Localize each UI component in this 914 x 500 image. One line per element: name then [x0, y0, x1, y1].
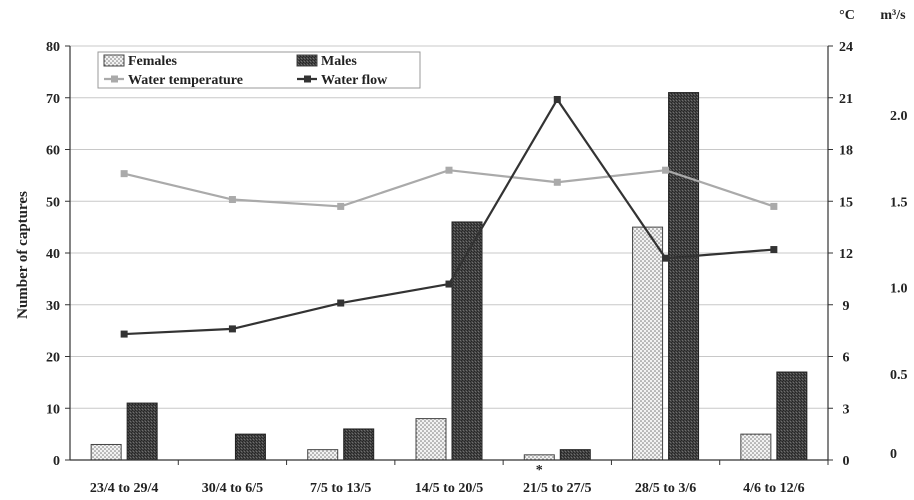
bar-males — [668, 92, 700, 461]
legend: Females Males Water temperature Water flow — [97, 51, 421, 89]
x-tick-label: 14/5 to 20/5 — [415, 481, 483, 496]
bar-females — [632, 226, 664, 461]
y-tick-label: 80 — [46, 40, 60, 55]
bar-females — [307, 449, 339, 461]
y-tick-label: 30 — [46, 299, 60, 314]
water-flow-point — [662, 254, 670, 262]
bar-males — [126, 402, 158, 461]
legend-label: Water temperature — [128, 73, 243, 88]
y-tick-label: 0 — [53, 454, 60, 469]
bar-females — [90, 443, 122, 461]
flow-tick-label: 1.0 — [890, 282, 908, 297]
flow-axis-unit: m³/s — [880, 8, 906, 23]
temperature-tick-label: 15 — [839, 195, 853, 210]
lines-layer — [120, 95, 778, 338]
water-temperature-point — [445, 166, 453, 174]
bar-males — [451, 221, 483, 461]
y-tick-label: 10 — [46, 402, 60, 417]
temperature-tick-label: 24 — [839, 40, 853, 55]
flow-tick-label: 1.5 — [890, 195, 908, 210]
water-flow-point — [445, 280, 453, 288]
bar-females — [740, 433, 772, 461]
x-tick-label: 30/4 to 6/5 — [202, 481, 263, 496]
y-tick-label: 50 — [46, 195, 60, 210]
y-tick-label: 70 — [46, 92, 60, 107]
bar-males — [234, 433, 266, 461]
legend-label: Males — [321, 54, 357, 69]
bar-females — [415, 418, 447, 461]
legend-label: Water flow — [321, 73, 388, 88]
x-tick-label: 23/4 to 29/4 — [90, 481, 158, 496]
y-tick-label: 20 — [46, 351, 60, 366]
temperature-tick-label: 9 — [843, 299, 850, 314]
legend-swatch — [103, 54, 125, 67]
legend-swatch — [296, 54, 318, 67]
legend-marker — [304, 75, 311, 83]
bar-males — [559, 449, 591, 461]
water-flow-point — [228, 325, 236, 333]
water-temperature-point — [228, 196, 236, 204]
bar-males — [776, 371, 808, 461]
water-flow-point — [553, 95, 561, 103]
tick-labels: 0 10 20 30 40 50 60 70 80 0 3 6 9 12 15 18 21 24 0 0.5 1.0 1.… — [46, 40, 908, 496]
water-temperature-point — [662, 166, 670, 174]
y-tick-label: 40 — [46, 247, 60, 262]
water-flow-point — [337, 299, 345, 307]
flow-tick-label: 0.5 — [890, 368, 908, 383]
grid-lines — [70, 45, 828, 409]
water-flow-point — [770, 246, 778, 254]
temperature-tick-label: 3 — [843, 402, 850, 417]
legend-label: Females — [128, 54, 178, 69]
temperature-tick-label: 6 — [843, 351, 850, 366]
bar-females — [523, 454, 555, 461]
temperature-axis-unit: °C — [839, 8, 855, 23]
flow-tick-label: 2.0 — [890, 109, 908, 124]
x-tick-label: 21/5 to 27/5 — [523, 481, 591, 496]
temperature-tick-label: 21 — [839, 92, 853, 107]
water-flow-point — [120, 330, 128, 338]
legend-marker — [111, 75, 118, 83]
y-tick-label: 60 — [46, 144, 60, 159]
water-temperature-point — [337, 202, 345, 210]
flow-tick-label: 0 — [890, 447, 897, 462]
water-temperature-point — [120, 170, 128, 178]
x-tick-label: 7/5 to 13/5 — [310, 481, 371, 496]
category-annotation: * — [536, 463, 543, 478]
y-axis-label: Number of captures — [15, 191, 31, 319]
axes-layer — [65, 45, 833, 465]
x-tick-label: 28/5 to 3/6 — [635, 481, 696, 496]
temperature-tick-label: 12 — [839, 247, 853, 262]
bar-males — [343, 428, 375, 461]
bars-layer — [90, 92, 808, 461]
temperature-tick-label: 18 — [839, 144, 853, 159]
water-temperature-point — [553, 178, 561, 186]
legend-box — [97, 51, 421, 89]
temperature-tick-label: 0 — [843, 454, 850, 469]
water-temperature-point — [770, 202, 778, 210]
x-tick-label: 4/6 to 12/6 — [743, 481, 804, 496]
